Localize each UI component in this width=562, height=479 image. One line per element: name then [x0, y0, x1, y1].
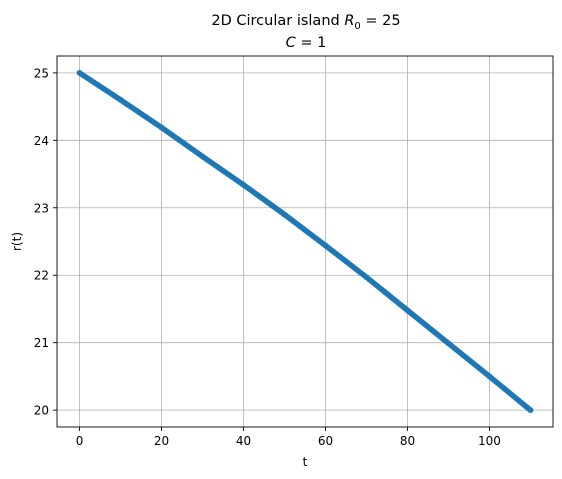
chart-title-line2: C = 1: [286, 35, 327, 51]
y-tick-label: 21: [34, 336, 49, 350]
data-point: [76, 69, 83, 76]
x-tick-label: 0: [76, 434, 84, 448]
data-point: [486, 373, 493, 380]
axes: 0 20 40 60 80 100 20 21 22 23 24 25: [34, 55, 554, 448]
data-point: [158, 124, 165, 131]
x-tick-label: 20: [154, 434, 169, 448]
y-tick-label: 25: [34, 66, 49, 80]
y-axis-label: r(t): [10, 232, 24, 251]
x-tick-label: 80: [400, 434, 415, 448]
x-tick-label: 60: [318, 434, 333, 448]
chart-title-line1: 2D Circular island R0 = 25: [211, 13, 400, 32]
chart-title: 2D Circular island R0 = 25 C = 1: [211, 13, 400, 51]
plot-area: [76, 69, 534, 414]
data-point: [404, 307, 411, 314]
series-line: [76, 70, 534, 413]
data-point: [240, 181, 247, 188]
data-point: [117, 96, 124, 103]
data-point: [322, 242, 329, 249]
x-tick-label: 100: [478, 434, 501, 448]
grid: [57, 56, 553, 427]
data-point: [199, 153, 206, 160]
x-tick-label: 40: [236, 434, 251, 448]
y-tick-label: 20: [34, 404, 49, 418]
data-point: [527, 407, 534, 414]
plot-frame: [56, 55, 554, 428]
data-point: [445, 340, 452, 347]
data-point: [363, 274, 370, 281]
y-tick-label: 22: [34, 269, 49, 283]
y-tick-label: 23: [34, 201, 49, 215]
y-tick-label: 24: [34, 134, 49, 148]
x-axis-label: t: [303, 455, 308, 469]
data-point: [281, 211, 288, 218]
